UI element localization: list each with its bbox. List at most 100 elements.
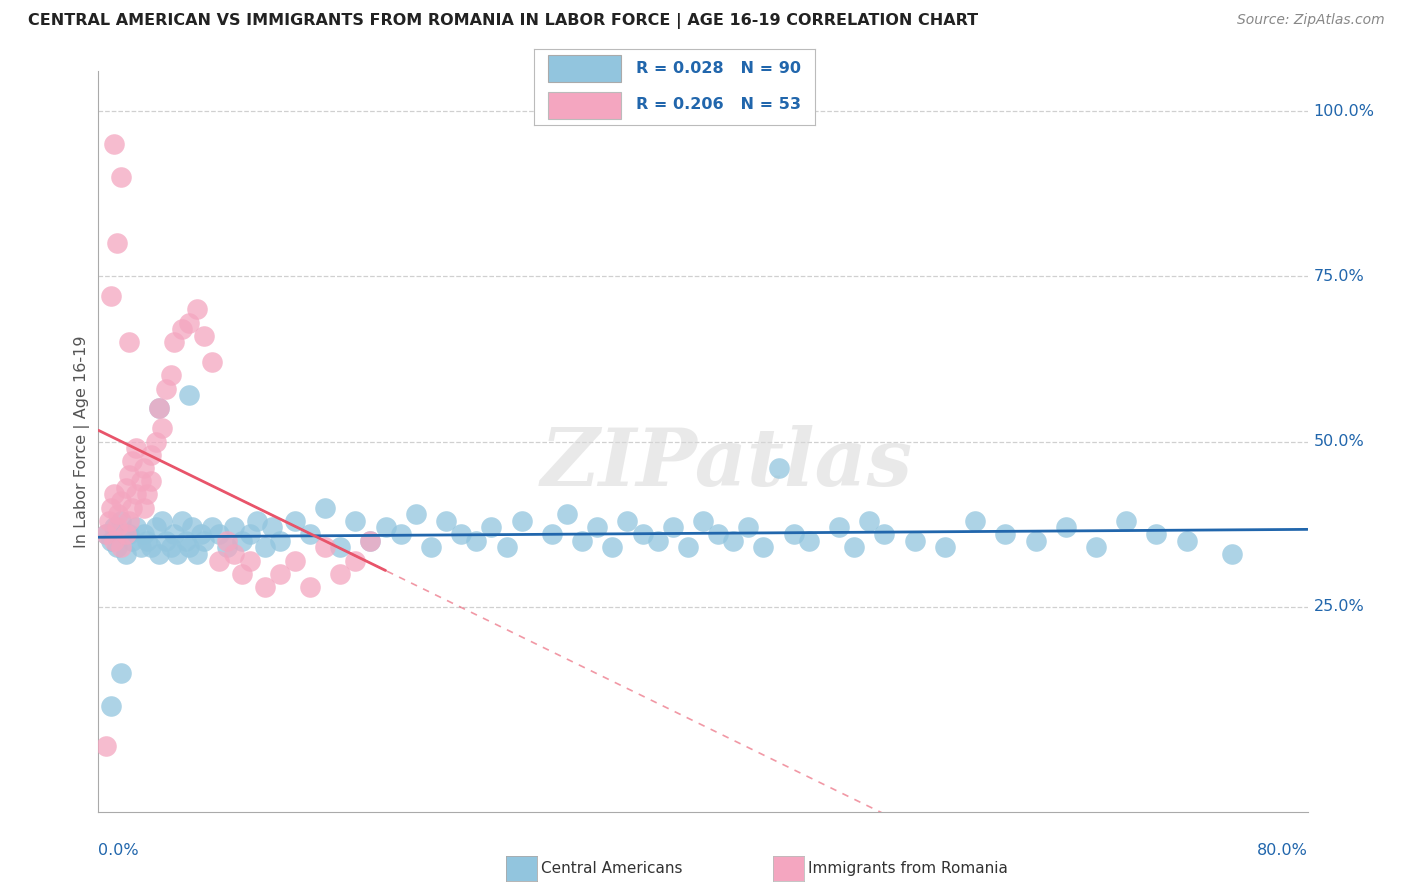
Point [215, 541, 238, 555]
Point [239, 553, 262, 567]
Point [602, 541, 624, 555]
Point [105, 541, 128, 555]
Point [105, 520, 128, 534]
Point [114, 547, 136, 561]
Y-axis label: In Labor Force | Age 16-19: In Labor Force | Age 16-19 [75, 335, 90, 548]
Point [844, 541, 866, 555]
Point [132, 461, 155, 475]
Point [155, 382, 177, 396]
FancyBboxPatch shape [548, 92, 621, 119]
Point [389, 527, 412, 541]
Point [94, 527, 117, 541]
Point [105, 236, 128, 251]
Point [299, 527, 322, 541]
Point [100, 289, 122, 303]
Point [1175, 533, 1198, 548]
Point [114, 527, 136, 541]
Point [121, 454, 143, 468]
Point [118, 467, 141, 482]
Text: CENTRAL AMERICAN VS IMMIGRANTS FROM ROMANIA IN LABOR FORCE | AGE 16-19 CORRELATI: CENTRAL AMERICAN VS IMMIGRANTS FROM ROMA… [28, 13, 979, 29]
Point [797, 533, 820, 548]
Point [193, 328, 215, 343]
Point [450, 527, 472, 541]
Text: 25.0%: 25.0% [1313, 599, 1364, 615]
Point [145, 520, 167, 534]
Point [994, 527, 1017, 541]
Point [110, 514, 132, 528]
Text: 75.0%: 75.0% [1313, 268, 1364, 284]
Point [510, 514, 533, 528]
Point [98, 514, 121, 528]
Point [110, 494, 132, 508]
Point [177, 316, 201, 330]
Point [125, 520, 148, 534]
Point [253, 580, 276, 594]
Point [692, 514, 714, 528]
Point [110, 665, 132, 680]
Point [721, 533, 744, 548]
Point [934, 541, 956, 555]
Point [118, 527, 141, 541]
Point [873, 527, 896, 541]
Text: Immigrants from Romania: Immigrants from Romania [808, 862, 1008, 876]
Point [103, 533, 125, 548]
Point [465, 533, 488, 548]
Point [904, 533, 927, 548]
Text: 50.0%: 50.0% [1313, 434, 1364, 449]
Point [246, 514, 269, 528]
Point [299, 580, 322, 594]
Point [177, 388, 201, 402]
Point [132, 500, 155, 515]
Point [231, 533, 253, 548]
Point [231, 566, 253, 581]
Text: 0.0%: 0.0% [98, 843, 139, 858]
Text: 80.0%: 80.0% [1257, 843, 1308, 858]
Point [94, 739, 117, 753]
Point [160, 368, 183, 383]
Point [647, 533, 669, 548]
Point [329, 541, 352, 555]
Point [782, 527, 804, 541]
Point [186, 302, 208, 317]
Point [1024, 533, 1046, 548]
Point [201, 520, 224, 534]
Point [181, 520, 204, 534]
Point [114, 481, 136, 495]
Point [419, 541, 441, 555]
Point [100, 500, 122, 515]
Point [129, 474, 152, 488]
Point [155, 533, 177, 548]
Point [314, 500, 336, 515]
Point [360, 533, 382, 548]
Point [118, 514, 141, 528]
Point [177, 541, 201, 555]
Point [201, 355, 224, 369]
Point [135, 487, 157, 501]
Point [148, 547, 170, 561]
Point [540, 527, 562, 541]
Point [174, 533, 197, 548]
Point [110, 170, 132, 185]
Point [107, 508, 129, 522]
Point [170, 322, 193, 336]
Point [103, 137, 125, 152]
Point [284, 553, 307, 567]
Point [193, 533, 215, 548]
Point [208, 527, 231, 541]
Point [858, 514, 880, 528]
Point [571, 533, 593, 548]
Point [269, 533, 291, 548]
Point [828, 520, 851, 534]
Point [150, 421, 173, 435]
Point [166, 547, 188, 561]
Point [481, 520, 503, 534]
Point [344, 514, 367, 528]
Point [329, 566, 352, 581]
Point [405, 508, 427, 522]
Point [262, 520, 284, 534]
Point [269, 566, 291, 581]
Point [94, 527, 117, 541]
Point [965, 514, 987, 528]
Point [163, 335, 186, 350]
Point [150, 514, 173, 528]
